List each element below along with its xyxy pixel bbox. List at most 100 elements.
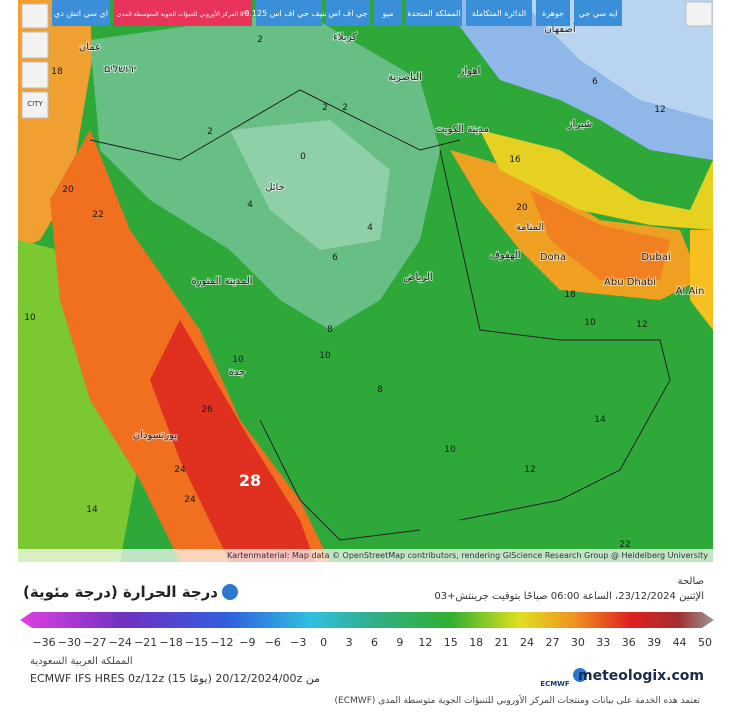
colorbar-label: −18 (160, 636, 183, 649)
tab[interactable] (574, 0, 622, 26)
tab[interactable] (374, 0, 402, 26)
map-value: 20 (516, 203, 528, 213)
map-value: 10 (584, 318, 596, 328)
colorbar-label: 9 (396, 636, 403, 649)
tab[interactable] (536, 0, 570, 26)
map-value: 22 (619, 540, 630, 550)
map-value: 16 (509, 155, 521, 165)
colorbar-label: 15 (444, 636, 458, 649)
city-button-label: CITY (27, 100, 43, 108)
tab[interactable] (256, 0, 322, 26)
location-button[interactable] (21, 31, 49, 59)
attribution-bg (18, 549, 713, 562)
share-button[interactable] (685, 1, 713, 27)
map-value: 14 (594, 415, 606, 425)
colorbar-label: 44 (673, 636, 687, 649)
tab-label: جوهرة (542, 9, 564, 18)
colorbar-label: 36 (622, 636, 636, 649)
iran-cold (520, 0, 713, 120)
colorbar-label: 33 (596, 636, 610, 649)
info-icon[interactable] (222, 584, 238, 600)
city-label: كربلاء (333, 32, 357, 43)
map-value: 12 (654, 105, 665, 115)
city-label: Doha (540, 252, 566, 263)
city-label: Dubai (641, 252, 670, 263)
city-button[interactable] (21, 91, 49, 119)
cool-core (230, 120, 390, 250)
tab-label: جي اف اس (328, 9, 367, 18)
city-label: مدينة الكويت (435, 124, 489, 135)
map-value: 10 (24, 313, 36, 323)
colorbar-labels: −36 −30 −27 −24 −21 −18 −15 −12 −9 −6 −3 0 3 6 9 12 15 18… (32, 636, 712, 649)
map-value: 8 (327, 325, 333, 335)
colorbar-label: 50 (698, 636, 712, 649)
map-value: 24 (184, 495, 196, 505)
oman-gulf (690, 230, 713, 330)
colorbar-label: 21 (495, 636, 509, 649)
city-label: المنامة (516, 222, 544, 233)
colorbar-label: 39 (647, 636, 661, 649)
city-label: حائل (265, 182, 285, 193)
colorbar-label: 24 (520, 636, 534, 649)
colorbar-label: −27 (83, 636, 106, 649)
colorbar (20, 612, 714, 628)
map-value: 4 (247, 200, 253, 210)
border (89, 89, 461, 161)
tab[interactable] (466, 0, 532, 26)
map-value: 20 (62, 185, 74, 195)
model: ECMWF IFS HRES 0z/12z (15 يومًا) 20/12/2… (30, 672, 320, 685)
zoom-button[interactable] (21, 61, 49, 89)
ecmwf-logo: ECMWF (540, 680, 570, 688)
colorbar-label: −12 (210, 636, 233, 649)
colorbar-label: −24 (109, 636, 132, 649)
map-value: 18 (564, 290, 576, 300)
valid-time: الإثنين 23/12/2024، الساعة 06:00 صباحًا … (434, 591, 704, 602)
tab-label: المركز الأوروبي للتنبؤات الجوية المتوسطة… (117, 10, 249, 18)
city-label: عمان (79, 42, 101, 53)
map-value: 12 (636, 320, 647, 330)
tab[interactable] (114, 0, 252, 26)
city-label: اهواز (459, 66, 481, 77)
colorbar-label: 6 (371, 636, 378, 649)
tab-label: ايه سي جي (579, 9, 618, 18)
border (439, 149, 671, 521)
city-label: الرياض (403, 272, 432, 283)
border (259, 419, 421, 541)
gulf-core (530, 190, 670, 280)
tab[interactable] (326, 0, 370, 26)
logo[interactable]: meteologix.com (578, 668, 704, 684)
valid-label: صالحة (678, 576, 704, 587)
city-label: Abu Dhabi (604, 277, 656, 288)
map-value: 2 (322, 103, 328, 113)
city-label: شيراز (567, 119, 593, 130)
colorbar-label: −21 (134, 636, 157, 649)
map-value: 8 (377, 385, 383, 395)
tab[interactable] (406, 0, 462, 26)
logo-icon (573, 668, 587, 682)
tabs: اي سي اتش دي المركز الأوروبي للتنبؤات الج… (52, 0, 622, 26)
tab[interactable] (52, 0, 110, 26)
tab-label: ميو (382, 9, 394, 18)
city-label: جدة (229, 367, 246, 378)
city-label: ירושלים (104, 64, 136, 75)
colorbar-label: −15 (185, 636, 208, 649)
map-value: 4 (367, 223, 373, 233)
map-value: 10 (232, 355, 244, 365)
city-label: الهفوف (489, 250, 520, 261)
map-value: 12 (524, 465, 535, 475)
map-value: 0 (300, 152, 306, 162)
city-label: Al Ain (676, 286, 705, 297)
red-sea-core (150, 320, 315, 562)
map-value: 24 (174, 465, 186, 475)
tab-label: تصنيف جي اف اس 0.125 (244, 9, 333, 18)
map-value: 6 (332, 253, 338, 263)
attribution: Kartenmaterial: Map data © OpenStreetMap… (227, 551, 708, 560)
refresh-button[interactable] (21, 3, 49, 29)
map-value: 2 (257, 35, 263, 45)
city-label: الناصرية (388, 72, 422, 83)
map-value: 18 (51, 67, 63, 77)
colorbar-label: −36 (32, 636, 55, 649)
